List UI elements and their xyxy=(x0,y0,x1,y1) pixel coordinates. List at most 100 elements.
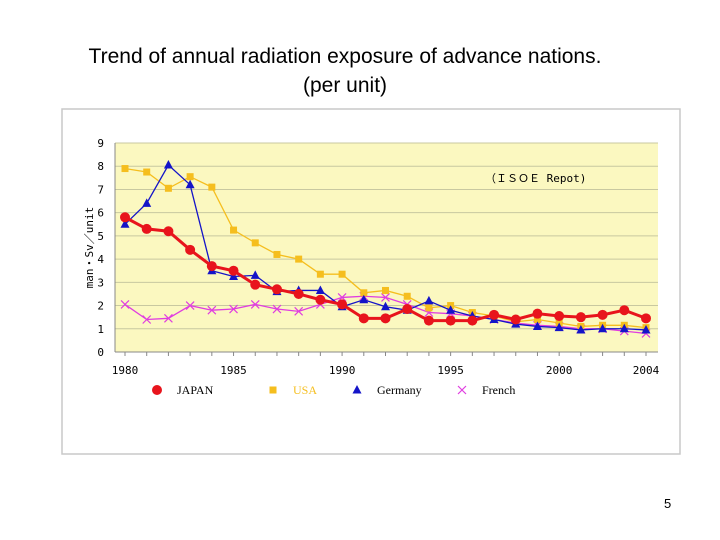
data-point-japan xyxy=(445,315,456,326)
data-point-japan xyxy=(271,284,282,295)
data-point-germany xyxy=(446,305,456,314)
data-point-germany xyxy=(120,219,130,228)
data-point-usa xyxy=(382,286,389,294)
data-point-french xyxy=(163,313,173,323)
data-point-japan xyxy=(206,261,217,272)
data-point-usa xyxy=(403,292,411,300)
data-point-usa xyxy=(360,289,368,297)
data-point-japan xyxy=(597,309,608,320)
data-point-japan xyxy=(532,308,543,319)
x-tick-label: 1985 xyxy=(220,364,247,377)
data-point-french xyxy=(272,304,282,314)
data-point-japan xyxy=(337,299,348,310)
data-point-germany xyxy=(598,323,608,333)
legend-marker-usa xyxy=(269,386,277,394)
data-point-usa xyxy=(251,239,259,247)
data-point-japan xyxy=(641,313,651,324)
data-point-french xyxy=(381,293,390,302)
data-point-germany xyxy=(641,324,651,334)
data-point-japan xyxy=(228,265,239,276)
legend-marker-japan xyxy=(152,385,162,395)
y-tick-label: 9 xyxy=(97,137,104,150)
x-tick-label: 2000 xyxy=(546,364,573,377)
legend-label-japan: JAPAN xyxy=(177,383,214,397)
y-tick-label: 3 xyxy=(97,276,104,289)
data-point-usa xyxy=(425,304,433,312)
data-point-germany xyxy=(359,294,369,304)
data-point-japan xyxy=(423,315,434,326)
x-tick-label: 1980 xyxy=(112,364,139,377)
data-point-germany xyxy=(576,324,586,334)
data-point-japan xyxy=(554,311,565,322)
annotation: （ＩＳＯＥ Repot) xyxy=(485,172,586,185)
y-tick-label: 4 xyxy=(97,253,104,266)
data-point-japan xyxy=(358,313,369,324)
data-point-usa xyxy=(164,184,172,192)
x-tick-label: 1990 xyxy=(329,364,356,377)
data-point-french xyxy=(207,305,217,315)
data-point-french xyxy=(294,306,304,316)
data-point-germany xyxy=(381,301,390,311)
y-tick-label: 7 xyxy=(97,183,104,196)
y-tick-label: 0 xyxy=(97,346,104,359)
data-point-germany xyxy=(532,321,542,330)
data-point-germany xyxy=(424,295,434,305)
title-line-1: Trend of annual radiation exposure of ad… xyxy=(88,45,602,68)
data-point-japan xyxy=(293,288,304,299)
data-point-germany xyxy=(554,322,564,332)
data-point-japan xyxy=(380,313,391,324)
data-point-japan xyxy=(489,309,500,320)
data-point-japan xyxy=(402,304,413,315)
y-axis-label: man・Sv／unit xyxy=(83,207,96,289)
data-point-usa xyxy=(273,250,281,258)
legend-marker-french xyxy=(457,385,467,395)
data-point-japan xyxy=(120,212,130,223)
data-point-usa xyxy=(121,165,129,173)
legend-label-germany: Germany xyxy=(377,383,422,397)
data-point-usa xyxy=(186,173,194,181)
data-point-germany xyxy=(142,198,152,207)
data-point-usa xyxy=(316,270,324,278)
data-point-french xyxy=(229,304,238,314)
data-point-usa xyxy=(295,255,303,263)
data-point-japan xyxy=(250,279,261,290)
y-tick-label: 6 xyxy=(97,207,104,220)
data-point-french xyxy=(185,301,195,310)
data-point-japan xyxy=(185,244,196,255)
data-point-french xyxy=(142,315,152,324)
slide-title: Trend of annual radiation exposure of ad… xyxy=(0,42,690,100)
data-point-japan xyxy=(575,312,586,323)
legend-label-usa: USA xyxy=(293,383,317,397)
data-point-usa xyxy=(533,315,541,323)
legend-label-french: French xyxy=(482,383,515,397)
page-number: 5 xyxy=(664,496,672,511)
y-tick-label: 5 xyxy=(97,230,104,243)
data-point-french xyxy=(250,299,260,309)
data-point-germany xyxy=(229,271,239,281)
data-point-french xyxy=(337,293,347,302)
data-point-french xyxy=(120,299,130,309)
data-point-japan xyxy=(315,294,326,305)
y-tick-label: 8 xyxy=(97,160,104,173)
data-point-japan xyxy=(510,314,521,325)
data-point-germany xyxy=(163,160,173,169)
x-tick-label: 2004 xyxy=(633,364,660,377)
data-point-usa xyxy=(338,270,346,278)
data-point-japan xyxy=(163,226,174,237)
title-line-2: (per unit) xyxy=(302,74,388,97)
data-point-germany xyxy=(185,179,195,189)
data-point-usa xyxy=(143,168,151,176)
data-point-usa xyxy=(230,226,238,234)
data-point-germany xyxy=(619,323,629,333)
data-point-japan xyxy=(467,315,478,326)
data-point-germany xyxy=(250,270,260,279)
y-tick-label: 1 xyxy=(97,323,104,336)
data-point-japan xyxy=(141,223,152,234)
y-tick-label: 2 xyxy=(97,300,104,313)
legend-marker-germany xyxy=(352,385,362,394)
data-point-japan xyxy=(619,305,630,316)
data-point-germany xyxy=(315,285,325,294)
x-tick-label: 1995 xyxy=(437,364,464,377)
data-point-usa xyxy=(208,183,216,191)
